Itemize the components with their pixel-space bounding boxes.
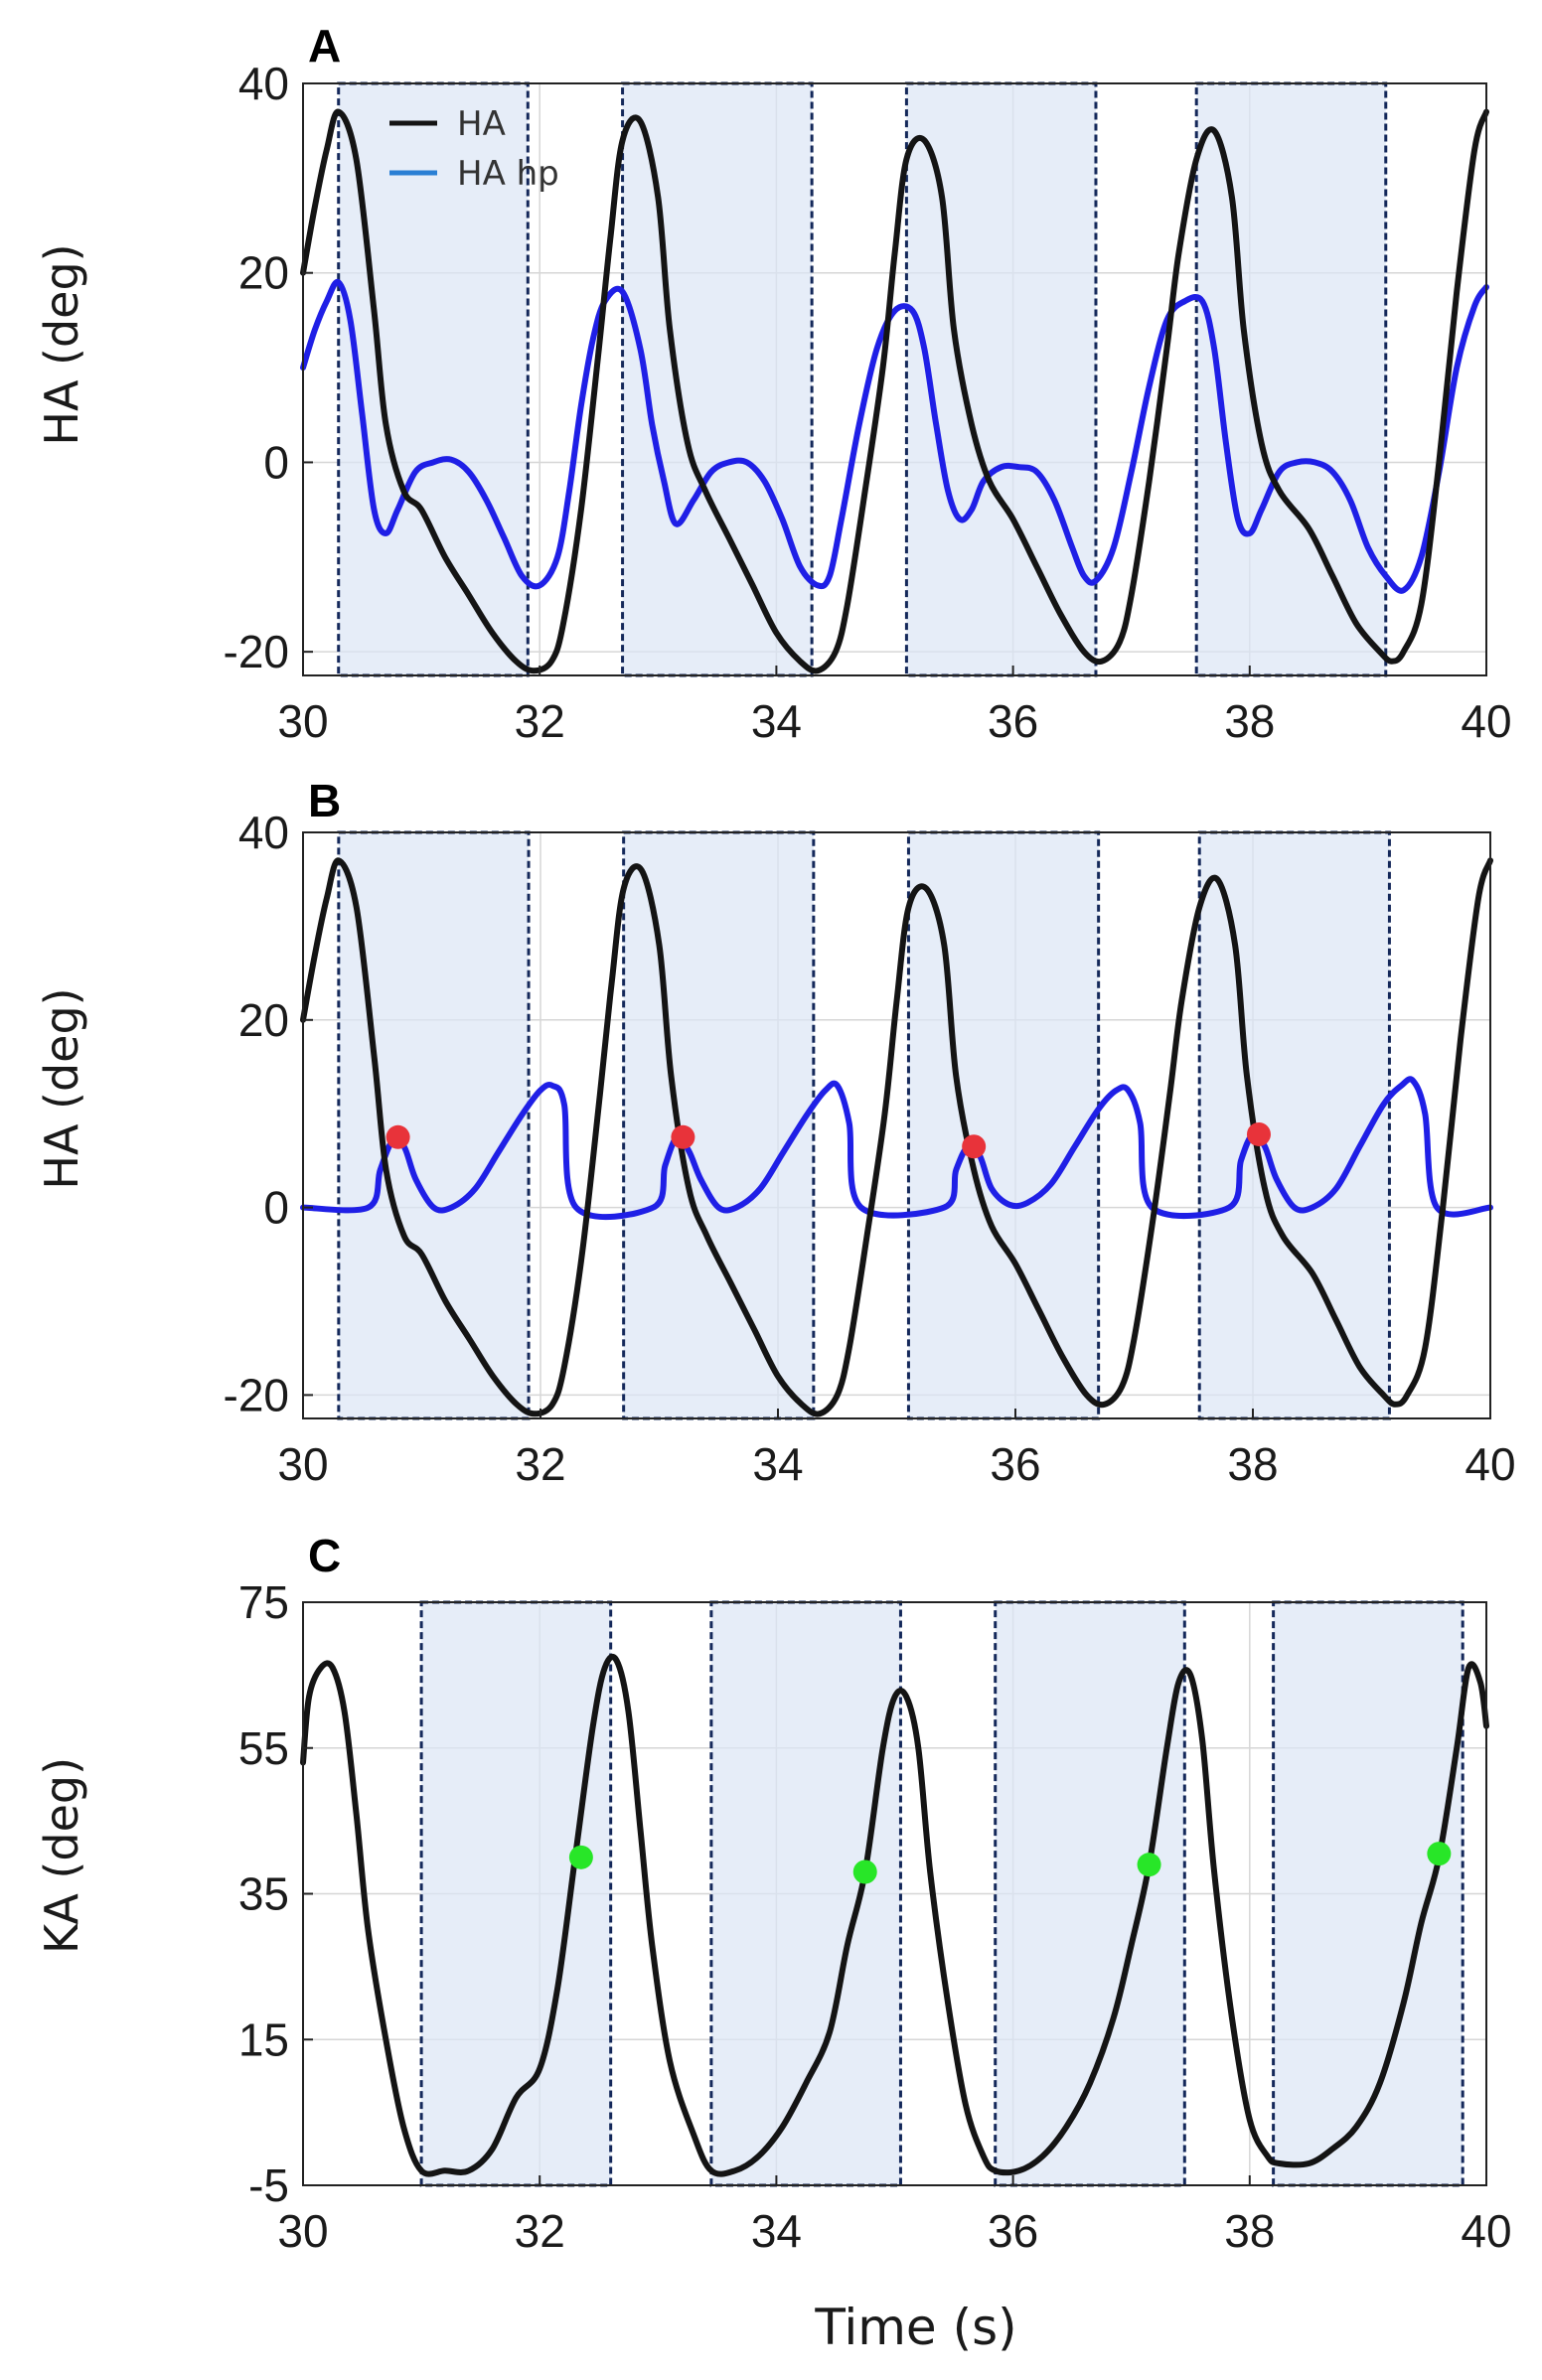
- panel-c: C -5 15 35 55 75 30 32 34 36 38 40 KA (deg) Time …: [35, 1530, 1512, 2356]
- legend-label-ha: HA: [457, 104, 506, 144]
- event-marker: [852, 1859, 877, 1884]
- series-ha: [300, 857, 1493, 1417]
- stance-window: [994, 1600, 1186, 2187]
- y-axis-label: KA (deg): [35, 1757, 88, 1954]
- stance-window: [1272, 1600, 1465, 2187]
- y-tick-label: -20: [224, 626, 289, 677]
- event-marker: [568, 1845, 593, 1869]
- x-tick-label: 30: [277, 2205, 328, 2257]
- panel-label-c: C: [308, 1530, 341, 1581]
- y-tick-label: 15: [238, 2013, 289, 2065]
- event-marker: [1246, 1121, 1271, 1146]
- event-marker: [1137, 1853, 1161, 1877]
- panel-a: A -20 0 20 40 30 32 34 36 38 40 HA (deg) HA HA h…: [35, 20, 1512, 747]
- y-tick-label: 55: [238, 1722, 289, 1774]
- stance-window: [337, 830, 531, 1420]
- plot-frame: [302, 82, 1487, 676]
- stance-window: [622, 830, 816, 1420]
- series-ka: [300, 1653, 1489, 2177]
- x-tick-label: 30: [277, 695, 328, 747]
- x-tick-label: 30: [277, 1438, 328, 1490]
- x-tick-label: 38: [1227, 1438, 1278, 1490]
- y-axis-label: HA (deg): [35, 987, 88, 1189]
- x-tick-label: 38: [1224, 2205, 1275, 2257]
- panel-b: B -20 0 20 40 30 32 34 36 38 40 HA (deg): [35, 775, 1516, 1490]
- y-tick-label: 75: [238, 1576, 289, 1628]
- y-tick-label: -5: [248, 2159, 289, 2211]
- x-tick-label: 34: [752, 1438, 803, 1490]
- panel-label-b: B: [308, 775, 341, 826]
- y-tick-label: 20: [238, 994, 289, 1046]
- y-tick-label: 35: [238, 1868, 289, 1920]
- x-tick-label: 36: [988, 695, 1038, 747]
- x-axis-label: Time (s): [814, 2299, 1016, 2356]
- x-tick-label: 34: [751, 695, 802, 747]
- event-marker: [671, 1124, 695, 1149]
- panel-label-a: A: [308, 20, 341, 72]
- series-ha-hp: [300, 1076, 1493, 1221]
- x-tick-label: 40: [1461, 695, 1511, 747]
- x-tick-label: 40: [1461, 2205, 1511, 2257]
- series-ha: [300, 108, 1489, 674]
- x-tick-label: 40: [1465, 1438, 1515, 1490]
- plot-frame: [302, 831, 1491, 1419]
- x-tick-label: 36: [990, 1438, 1040, 1490]
- event-marker: [962, 1134, 987, 1159]
- x-tick-label: 38: [1224, 695, 1275, 747]
- y-tick-label: 20: [238, 247, 289, 299]
- legend: HA HA hp: [389, 104, 559, 194]
- y-tick-label: 40: [238, 58, 289, 109]
- x-tick-label: 32: [515, 1438, 565, 1490]
- event-marker: [386, 1124, 410, 1149]
- y-tick-label: 0: [263, 436, 289, 488]
- x-tick-label: 32: [515, 695, 565, 747]
- y-tick-label: 0: [263, 1182, 289, 1234]
- legend-label-ha-hp: HA hp: [457, 154, 559, 194]
- x-tick-label: 32: [515, 2205, 565, 2257]
- y-tick-label: 40: [238, 807, 289, 858]
- x-tick-label: 36: [988, 2205, 1038, 2257]
- y-axis-label: HA (deg): [35, 243, 88, 445]
- event-marker: [1427, 1842, 1452, 1866]
- y-tick-label: -20: [224, 1369, 289, 1420]
- x-tick-label: 34: [751, 2205, 802, 2257]
- stance-window: [709, 1600, 902, 2187]
- stance-window: [621, 81, 814, 677]
